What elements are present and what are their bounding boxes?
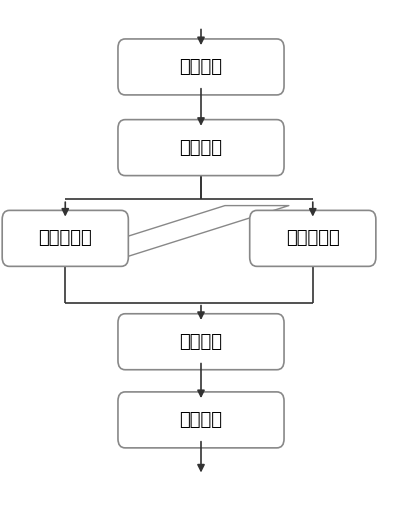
Text: 逆向摄动点: 逆向摄动点	[285, 229, 339, 247]
Text: 正向摄动点: 正向摄动点	[38, 229, 92, 247]
FancyBboxPatch shape	[117, 120, 284, 175]
FancyBboxPatch shape	[249, 210, 375, 266]
FancyBboxPatch shape	[117, 314, 284, 370]
Text: 新迭代点: 新迭代点	[179, 411, 222, 429]
Text: 并行摄动: 并行摄动	[179, 138, 222, 157]
FancyBboxPatch shape	[2, 210, 128, 266]
Text: 梯度逼近: 梯度逼近	[179, 333, 222, 351]
FancyBboxPatch shape	[117, 392, 284, 448]
Text: 增益更新: 增益更新	[179, 58, 222, 76]
FancyBboxPatch shape	[117, 39, 284, 95]
